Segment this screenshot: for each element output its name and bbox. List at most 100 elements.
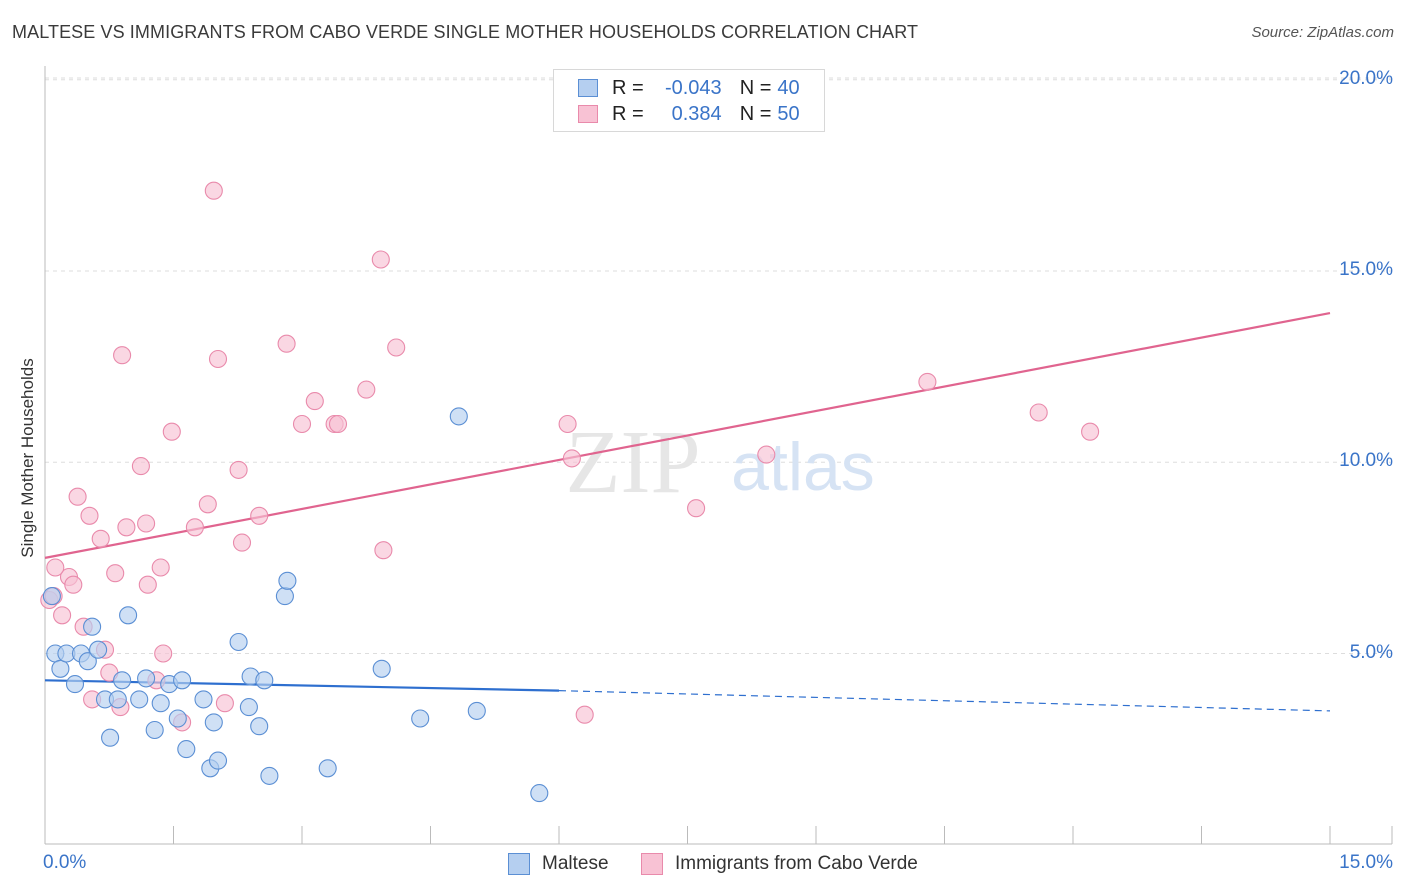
maltese-point [530, 784, 549, 803]
cabo-verde-point [91, 529, 110, 548]
cabo-verde-point [204, 181, 223, 200]
n-value: 50 [777, 102, 800, 125]
cabo-verde-point [229, 460, 248, 479]
maltese-swatch [578, 79, 598, 97]
legend-item-cabo-verde[interactable]: Immigrants from Cabo Verde [641, 851, 918, 877]
cabo-verde-point [1029, 403, 1048, 422]
maltese-point [101, 728, 120, 747]
maltese-point [108, 690, 127, 709]
maltese-point [255, 671, 274, 690]
legend-item-maltese[interactable]: Maltese [508, 851, 609, 877]
maltese-point [275, 587, 294, 606]
maltese-point [250, 717, 269, 736]
cabo-verde-point [328, 414, 348, 434]
stats-row-maltese: R = -0.043 N = 40 [578, 75, 800, 101]
cabo-verde-point [387, 338, 406, 357]
cabo-verde-point [46, 558, 65, 577]
maltese-point [173, 671, 192, 690]
chart-title: MALTESE VS IMMIGRANTS FROM CABO VERDE SI… [12, 22, 919, 42]
stats-row-cabo-verde: R = 0.384 N = 50 [578, 101, 800, 127]
maltese-point [78, 652, 97, 671]
maltese-point [83, 617, 102, 636]
cabo-verde-point [53, 606, 72, 625]
cabo-verde-point [232, 533, 252, 552]
maltese-point [278, 571, 297, 590]
maltese-trend-extension [558, 690, 1331, 712]
cabo-verde-point [1081, 422, 1100, 441]
n-value: 40 [777, 76, 800, 99]
watermark: ZIP atlas [566, 413, 875, 512]
y-tick-label: 5.0% [1349, 641, 1393, 663]
cabo-verde-point [138, 575, 157, 594]
cabo-verde-point [185, 518, 204, 537]
grid-lines [45, 77, 1392, 655]
cabo-verde-point [575, 705, 594, 724]
maltese-point [51, 659, 70, 678]
cabo-verde-point [68, 487, 87, 506]
cabo-verde-swatch [578, 105, 598, 123]
source-label: Source: ZipAtlas.com [1251, 24, 1394, 41]
y-tick-label: 15.0% [1339, 259, 1393, 280]
cabo-verde-point [357, 380, 376, 399]
maltese-point [449, 407, 468, 426]
legend-label: Maltese [542, 853, 609, 874]
cabo-verde-point [198, 495, 217, 514]
cabo-verde-point [215, 694, 234, 713]
x-tick-label: 15.0% [1339, 852, 1393, 873]
cabo-verde-point [757, 445, 776, 464]
maltese-point [130, 690, 149, 709]
cabo-verde-point [117, 518, 136, 537]
axes [44, 66, 1393, 845]
data-points [40, 181, 1100, 803]
cabo-verde-point [277, 334, 296, 353]
n-label: N = [739, 102, 772, 125]
cabo-verde-point [208, 349, 228, 369]
maltese-point [145, 720, 164, 740]
maltese-point [194, 690, 213, 709]
cabo-verde-point [292, 414, 312, 434]
maltese-point [239, 698, 258, 717]
cabo-verde-trend-line [44, 312, 1331, 559]
cabo-verde-point [64, 575, 83, 594]
cabo-verde-point [154, 644, 173, 663]
cabo-verde-legend-swatch [641, 853, 663, 875]
r-label: R = [612, 76, 644, 99]
cabo-verde-point [687, 499, 706, 518]
n-label: N = [739, 76, 772, 99]
maltese-point [318, 759, 337, 778]
cabo-verde-point [113, 346, 132, 365]
maltese-point [42, 587, 61, 606]
cabo-verde-point [305, 392, 324, 411]
legend-label: Immigrants from Cabo Verde [675, 853, 918, 874]
cabo-verde-point [371, 250, 390, 269]
y-tick-label: 10.0% [1339, 450, 1393, 472]
maltese-point [229, 632, 248, 652]
r-label: R = [612, 102, 644, 125]
cabo-verde-point [131, 457, 150, 476]
maltese-point [372, 659, 391, 678]
maltese-point [168, 709, 187, 728]
cabo-verde-point [106, 564, 125, 583]
maltese-point [177, 740, 196, 759]
maltese-point [65, 675, 85, 694]
x-tick-label: 0.0% [43, 852, 87, 873]
r-value: -0.043 [664, 76, 722, 99]
watermark-atlas: atlas [731, 429, 875, 505]
maltese-legend-swatch [508, 853, 530, 875]
maltese-point [204, 713, 223, 732]
cabo-verde-point [80, 506, 99, 525]
maltese-point [119, 606, 138, 625]
cabo-verde-point [250, 506, 269, 525]
cabo-verde-point [374, 541, 393, 560]
watermark-zip: ZIP [566, 413, 701, 512]
cabo-verde-point [162, 422, 181, 441]
maltese-point [208, 751, 228, 770]
cabo-verde-point [558, 414, 577, 434]
r-value: 0.384 [671, 102, 722, 125]
maltese-point [113, 671, 132, 690]
maltese-point [467, 701, 486, 720]
maltese-point [411, 709, 430, 728]
maltese-point [260, 766, 279, 785]
cabo-verde-point [918, 372, 937, 391]
